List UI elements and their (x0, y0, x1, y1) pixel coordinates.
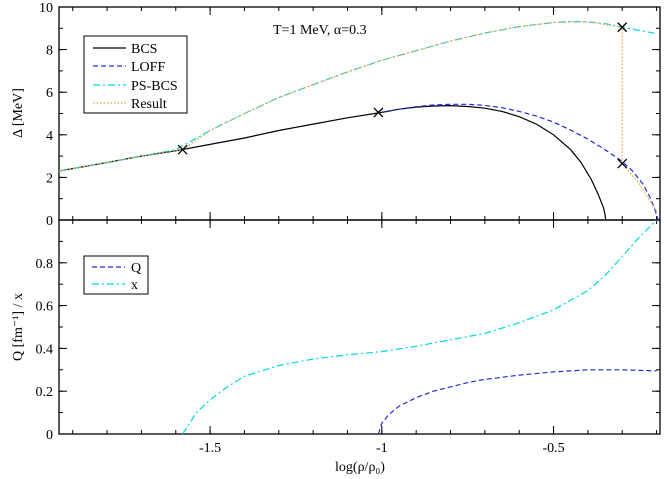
bottom-axis-ticks: 0 0.2 0.4 0.6 0.8 -1.5 -1 -0.5 (36, 220, 660, 456)
legend-label-result: Result (131, 97, 167, 112)
data-marker-1 (373, 107, 384, 118)
legend-label-q: Q (131, 261, 141, 276)
legend-label-loff: LOFF (131, 60, 165, 75)
legend-label-psbcs: PS-BCS (131, 79, 178, 94)
bottom-legend: Q x (83, 255, 149, 295)
y-tick-label-1-2: 0.4 (36, 342, 54, 357)
top-y-axis-label: Δ [MeV] (11, 88, 26, 138)
data-marker-0 (177, 144, 188, 155)
series-result-line (58, 21, 658, 212)
x-tick-label-2: -0.5 (542, 441, 564, 456)
x-axis-label: log(ρ/ρ₀) (335, 460, 385, 475)
bottom-series-group (182, 219, 658, 435)
series-ps-bcs-line (58, 20, 657, 172)
bottom-y-axis-label: Q [fm⁻¹] / x (11, 293, 26, 361)
legend-label-x: x (131, 278, 138, 293)
marker-group (177, 22, 628, 169)
y-tick-label-0-0: 0 (46, 214, 53, 229)
bottom-plot-frame (58, 219, 661, 435)
data-marker-3 (617, 158, 628, 169)
series-x-line (182, 219, 658, 435)
series-loff-line (381, 103, 659, 221)
y-tick-label-0-5: 10 (39, 1, 53, 16)
x-tick-label-1: -1 (376, 441, 388, 456)
y-tick-label-1-1: 0.2 (36, 385, 54, 400)
x-tick-label-0: -1.5 (199, 441, 221, 456)
top-axis-ticks: 0 2 4 6 8 10 (39, 1, 660, 229)
bottom-legend-box (83, 255, 149, 295)
series-bcs-line (58, 104, 607, 221)
series-q-line (377, 369, 657, 435)
y-tick-label-0-2: 4 (46, 129, 53, 144)
y-tick-label-0-1: 2 (46, 171, 53, 186)
top-series-group (58, 20, 659, 221)
y-tick-label-0-4: 8 (46, 44, 53, 59)
legend-label-bcs: BCS (131, 42, 157, 57)
top-legend-box (83, 35, 188, 114)
top-legend: BCS LOFF PS-BCS Result (83, 35, 188, 114)
y-tick-label-1-4: 0.8 (36, 257, 54, 272)
y-tick-label-1-0: 0 (46, 428, 53, 443)
data-marker-2 (617, 22, 628, 33)
y-tick-label-0-3: 6 (46, 86, 53, 101)
annotation-text: T=1 MeV, α=0.3 (273, 23, 367, 38)
y-tick-label-1-3: 0.6 (36, 300, 54, 315)
